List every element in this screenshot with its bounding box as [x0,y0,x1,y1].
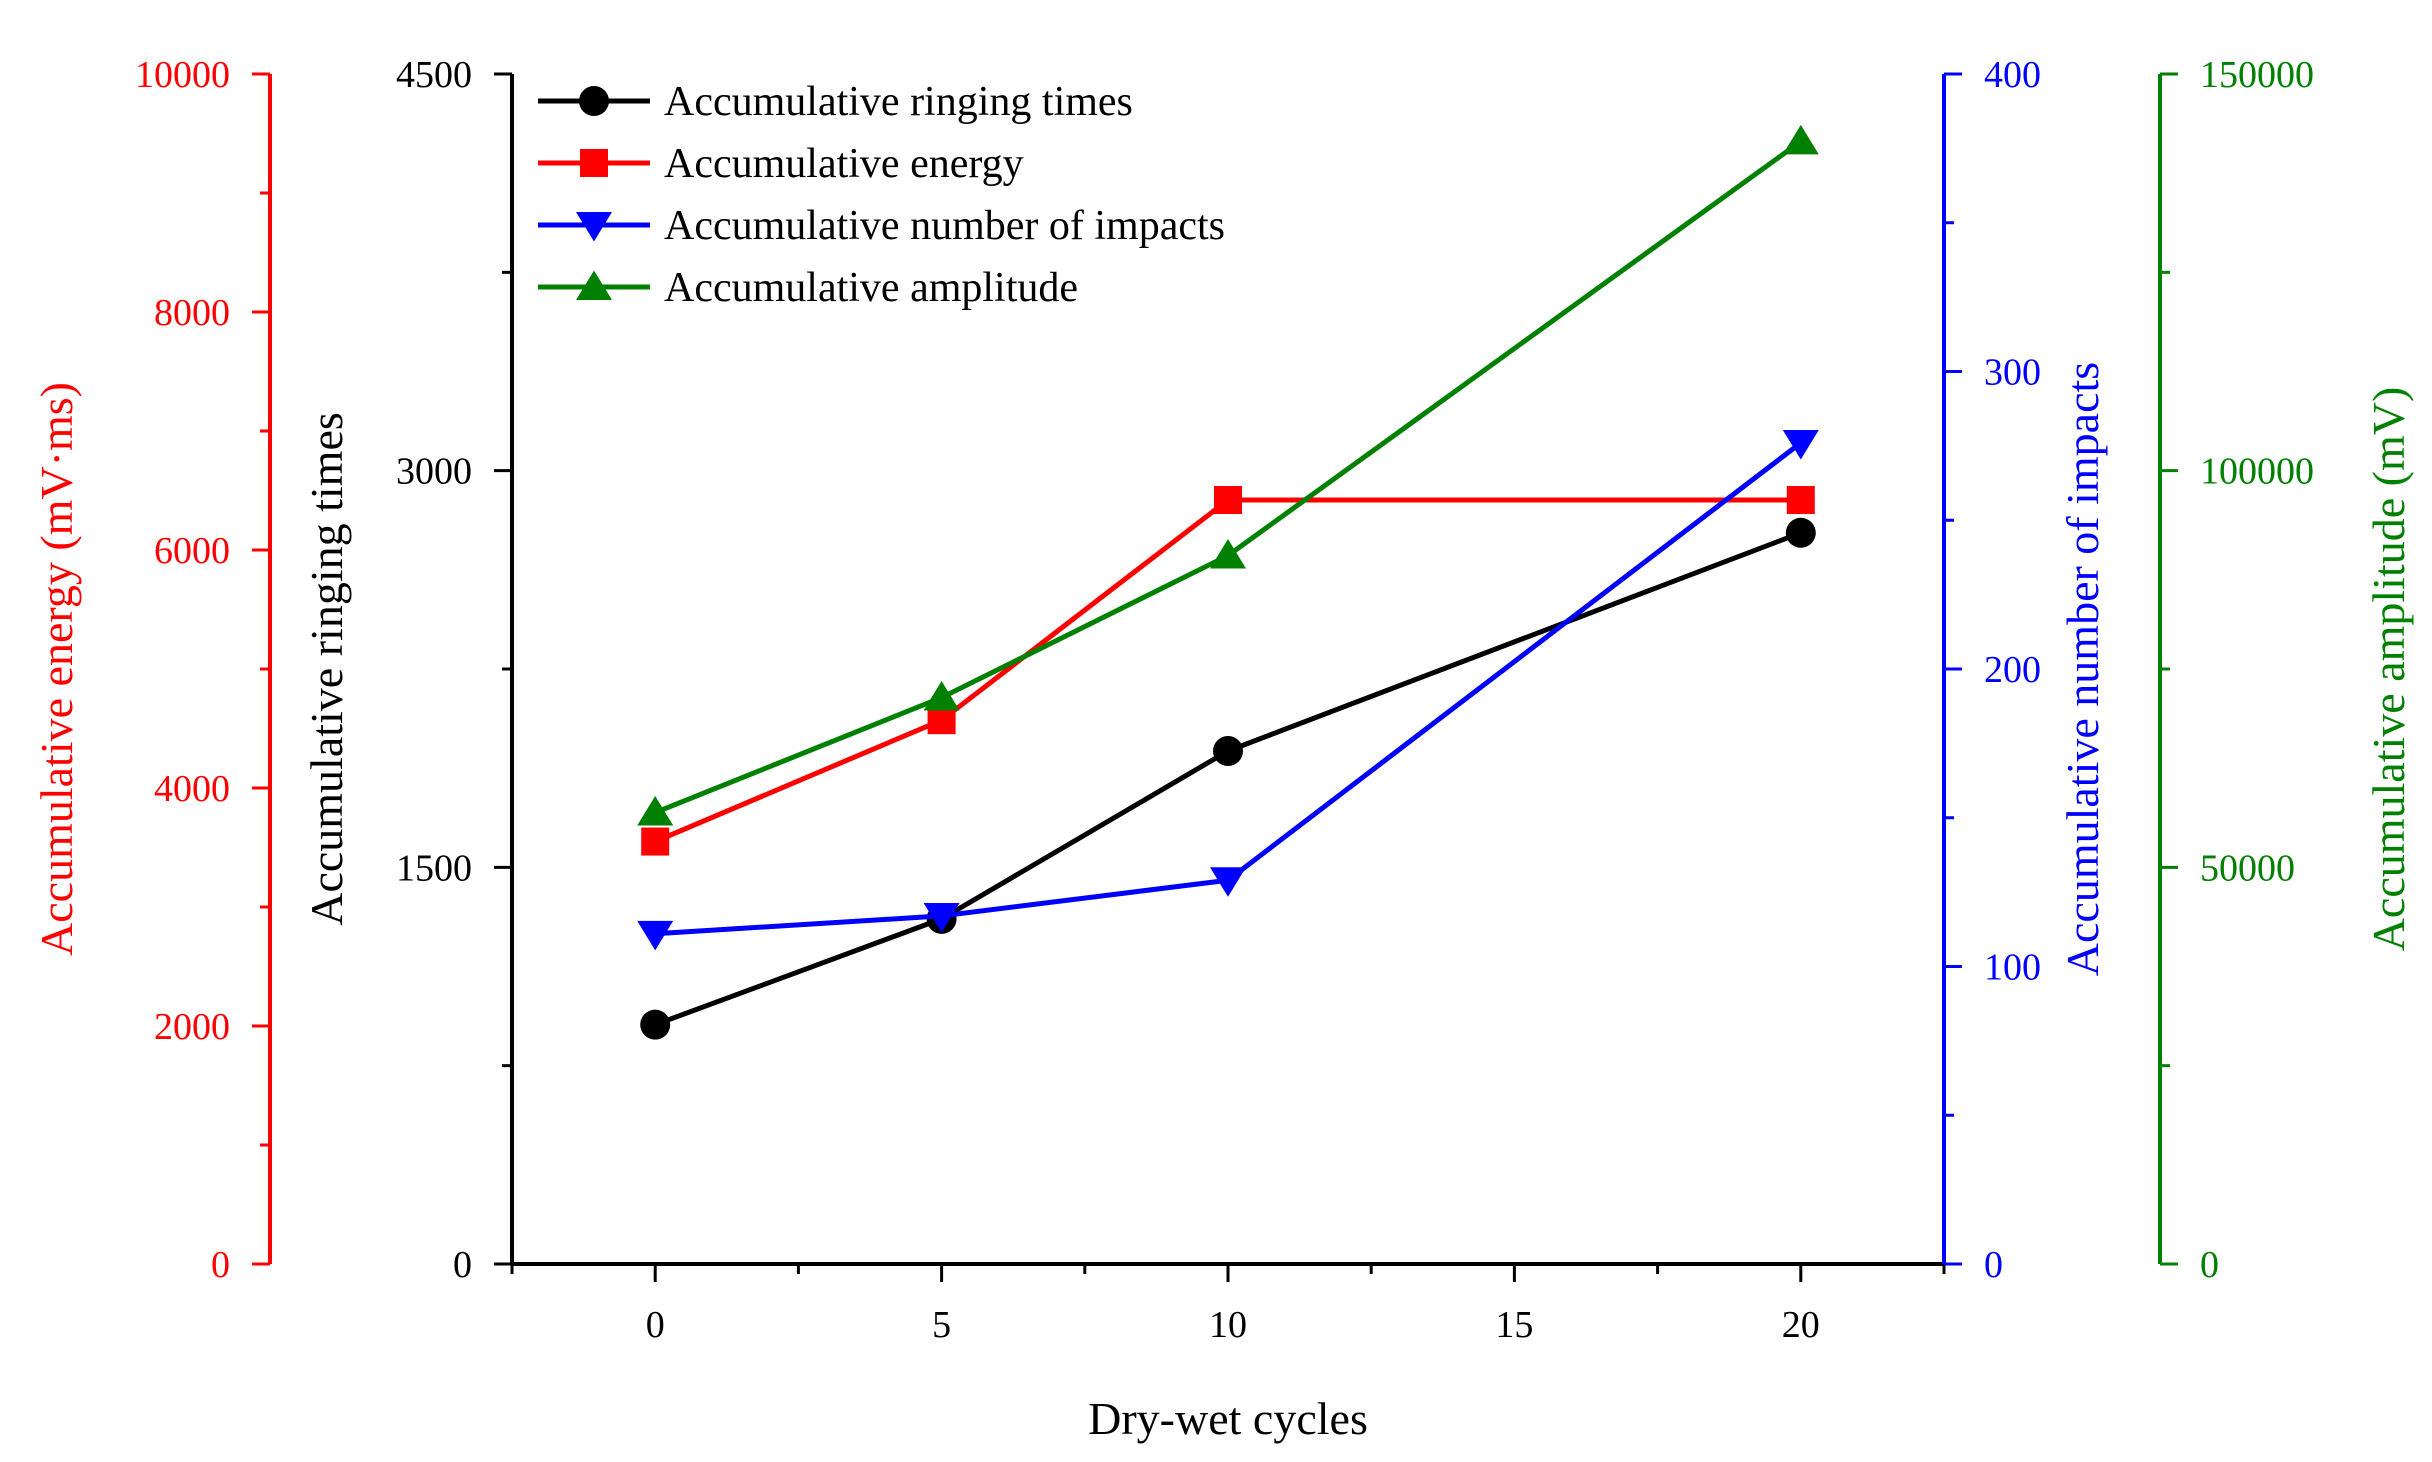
y-tick-label-ringing: 4500 [396,54,472,96]
y-tick-label-impacts: 100 [1984,947,2041,989]
legend-label-energy: Accumulative energy [664,141,1024,187]
legend-marker-impacts [576,212,612,242]
y-tick-label-energy: 2000 [154,1006,230,1048]
x-tick-label: 5 [932,1304,951,1346]
legend-marker-ringing [579,86,609,116]
legend-entry-impacts: Accumulative number of impacts [538,203,1225,249]
series-line-amplitude [654,139,1803,815]
x-tick-label: 15 [1495,1304,1533,1346]
data-point-impacts [637,920,674,951]
y-axis-title-impacts: Accumulative number of impacts [2057,362,2108,976]
data-point-energy [927,706,956,735]
series-line-energy [654,497,1801,844]
y-axis-amplitude: 0 50000 100000 150000 Accumulative amplitude… [2158,54,2414,1286]
legend: Accumulative ringing times Accumulative e… [538,79,1225,311]
y-axis-ringing: 0 1500 3000 4500 Accumulative ringing times [301,54,514,1286]
x-tick-label: 0 [646,1304,665,1346]
legend-entry-ringing: Accumulative ringing times [538,79,1133,125]
y-axis-impacts: 0 100 200 300 400 Accumulative number of impa… [1942,54,2108,1286]
series-line-ringing [654,530,1802,1028]
y-tick-label-ringing: 1500 [396,847,472,889]
data-point-impacts [1210,867,1246,897]
y-tick-label-impacts: 0 [1984,1244,2003,1286]
legend-marker-energy [580,149,608,177]
y-tick-label-amplitude: 150000 [2200,54,2314,96]
series-impacts [637,429,1819,951]
data-point-ringing [1785,517,1816,548]
series [637,124,1819,1040]
data-point-amplitude [1210,538,1246,569]
x-tick-label: 20 [1782,1304,1820,1346]
legend-label-amplitude: Accumulative amplitude [664,265,1078,311]
legend-label-impacts: Accumulative number of impacts [664,203,1225,249]
series-energy [641,486,1815,856]
data-point-energy [1214,486,1242,515]
legend-entry-amplitude: Accumulative amplitude [538,265,1078,311]
y-axis-title-amplitude: Accumulative amplitude (mV) [2363,387,2414,952]
y-tick-label-ringing: 0 [453,1244,472,1286]
y-axis-title-ringing: Accumulative ringing times [301,412,352,926]
y-tick-label-impacts: 400 [1984,54,2041,96]
data-point-impacts [1782,429,1819,460]
y-axis-energy: 0 2000 4000 6000 8000 10000 Accumulative energ… [31,54,272,1286]
legend-marker-amplitude [576,270,612,300]
series-ringing [640,517,1816,1040]
y-tick-label-energy: 10000 [135,54,230,96]
x-axis-title: Dry-wet cycles [1088,1393,1368,1444]
y-tick-label-impacts: 200 [1984,649,2041,691]
y-tick-label-ringing: 3000 [396,451,472,493]
data-point-amplitude [637,796,674,826]
data-point-amplitude [1782,124,1819,155]
series-line-impacts [655,440,1803,937]
y-tick-label-amplitude: 100000 [2200,451,2314,493]
y-tick-label-amplitude: 0 [2200,1244,2219,1286]
data-point-amplitude [923,681,960,711]
y-tick-label-energy: 8000 [154,292,230,334]
series-amplitude [637,124,1819,826]
y-tick-label-impacts: 300 [1984,352,2041,394]
data-point-ringing [640,1009,671,1040]
y-tick-label-energy: 6000 [154,530,230,572]
data-point-energy [1786,486,1815,515]
legend-entry-energy: Accumulative energy [538,141,1024,187]
data-point-energy [641,827,670,856]
y-tick-label-energy: 0 [211,1244,230,1286]
y-tick-label-amplitude: 50000 [2200,847,2295,889]
x-tick-label: 10 [1209,1304,1247,1346]
data-point-ringing [1213,735,1243,766]
y-axis-title-energy: Accumulative energy (mV·ms) [31,382,82,956]
data-point-impacts [923,902,960,933]
y-tick-label-energy: 4000 [154,768,230,810]
plot-frame: 0 5 10 15 20 [510,1262,1946,1346]
legend-label-ringing: Accumulative ringing times [664,79,1133,125]
